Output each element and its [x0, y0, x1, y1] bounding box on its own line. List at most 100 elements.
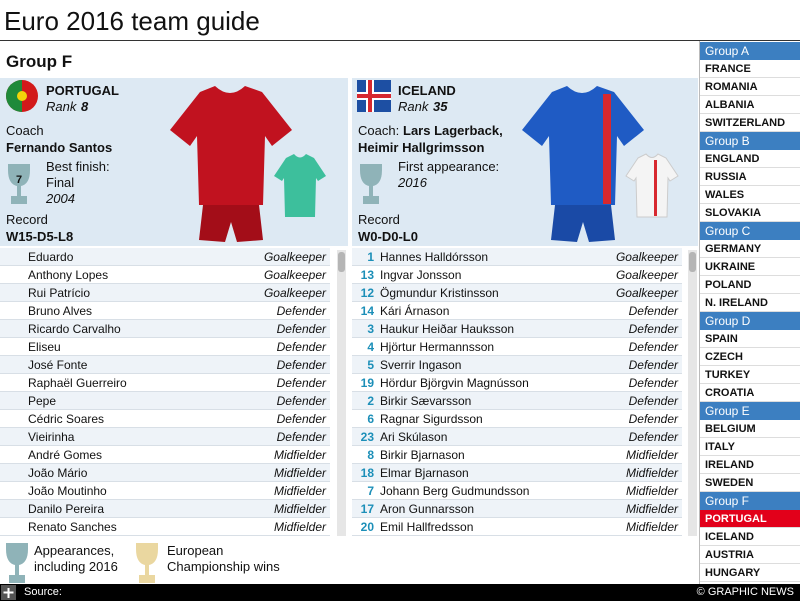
- player-name: Ragnar Sigurdsson: [380, 412, 483, 426]
- group-team[interactable]: ITALY: [700, 438, 800, 456]
- team-name: ICELAND: [398, 83, 456, 98]
- legend-appearances: Appearances, including 2016: [34, 543, 118, 574]
- group-team[interactable]: TURKEY: [700, 366, 800, 384]
- player-row: 14 Kári Árnason Defender: [352, 302, 682, 320]
- player-name: Eduardo: [28, 250, 74, 264]
- group-title: Group F: [6, 52, 73, 71]
- player-row: 12 Ögmundur Kristinsson Goalkeeper: [352, 284, 682, 302]
- group-team[interactable]: WALES: [700, 186, 800, 204]
- group-team[interactable]: GERMANY: [700, 240, 800, 258]
- player-name: João Mário: [28, 466, 88, 480]
- player-name: Anthony Lopes: [28, 268, 109, 282]
- player-name: Renato Sanches: [28, 520, 117, 534]
- coach-label: Coach:: [358, 123, 400, 138]
- player-position: Defender: [628, 430, 678, 444]
- player-row: Vieirinha Defender: [0, 428, 330, 446]
- group-team[interactable]: CROATIA: [700, 384, 800, 402]
- player-number: 12: [360, 286, 374, 300]
- group-team[interactable]: RUSSIA: [700, 168, 800, 186]
- player-position: Defender: [628, 340, 678, 354]
- group-team[interactable]: SPAIN: [700, 330, 800, 348]
- group-team[interactable]: ALBANIA: [700, 96, 800, 114]
- group-team[interactable]: SLOVAKIA: [700, 204, 800, 222]
- group-team[interactable]: FRANCE: [700, 60, 800, 78]
- player-position: Midfielder: [273, 502, 326, 516]
- group-team[interactable]: IRELAND: [700, 456, 800, 474]
- player-row: André Gomes Midfielder: [0, 446, 330, 464]
- player-number: 8: [367, 448, 374, 462]
- player-number: 7: [367, 484, 374, 498]
- player-row: Ricardo Carvalho Defender: [0, 320, 330, 338]
- rank-label: Rank: [398, 99, 429, 114]
- player-name: João Moutinho: [28, 484, 107, 498]
- group-team[interactable]: BELGIUM: [700, 420, 800, 438]
- player-name: Johann Berg Gudmundsson: [380, 484, 530, 498]
- group-team[interactable]: N. IRELAND: [700, 294, 800, 312]
- group-header[interactable]: Group B: [700, 132, 800, 150]
- player-row: 1 Hannes Halldórsson Goalkeeper: [352, 248, 682, 266]
- player-position: Midfielder: [625, 484, 678, 498]
- group-header[interactable]: Group C: [700, 222, 800, 240]
- group-team[interactable]: UKRAINE: [700, 258, 800, 276]
- player-number: 19: [360, 376, 374, 390]
- player-position: Defender: [276, 430, 326, 444]
- player-position: Goalkeeper: [615, 268, 678, 282]
- player-position: Defender: [628, 358, 678, 372]
- team-name: PORTUGAL: [46, 83, 119, 98]
- player-position: Goalkeeper: [263, 286, 326, 300]
- record: W0-D0-L0: [358, 229, 418, 244]
- credit: © GRAPHIC NEWS: [696, 586, 794, 598]
- finish-year: 2004: [46, 191, 75, 206]
- player-name: Ari Skúlason: [380, 430, 448, 444]
- player-name: Ingvar Jonsson: [380, 268, 462, 282]
- appearances: 7: [15, 174, 23, 186]
- player-row: 8 Birkir Bjarnason Midfielder: [352, 446, 682, 464]
- group-team[interactable]: ENGLAND: [700, 150, 800, 168]
- player-name: Hannes Halldórsson: [380, 250, 489, 264]
- player-position: Defender: [628, 394, 678, 408]
- player-row: Danilo Pereira Midfielder: [0, 500, 330, 518]
- group-team[interactable]: CZECH: [700, 348, 800, 366]
- player-position: Goalkeeper: [615, 250, 678, 264]
- title: Euro 2016 team guide: [4, 6, 260, 36]
- player-name: Aron Gunnarsson: [380, 502, 475, 516]
- player-name: Eliseu: [28, 340, 61, 354]
- player-number: 6: [367, 412, 374, 426]
- group-team[interactable]: ROMANIA: [700, 78, 800, 96]
- player-number: 20: [360, 520, 374, 534]
- group-team[interactable]: AUSTRIA: [700, 546, 800, 564]
- group-header[interactable]: Group D: [700, 312, 800, 330]
- player-row: Raphaël Guerreiro Defender: [0, 374, 330, 392]
- player-number: 5: [367, 358, 374, 372]
- rank: 35: [433, 99, 448, 114]
- player-name: Kári Árnason: [380, 304, 450, 318]
- group-team[interactable]: PORTUGAL: [700, 510, 800, 528]
- group-header[interactable]: Group E: [700, 402, 800, 420]
- group-team[interactable]: POLAND: [700, 276, 800, 294]
- player-name: Hördur Björgvin Magnússon: [380, 376, 529, 390]
- player-name: José Fonte: [28, 358, 88, 372]
- group-team[interactable]: ICELAND: [700, 528, 800, 546]
- group-team[interactable]: SWEDEN: [700, 474, 800, 492]
- player-name: Vieirinha: [28, 430, 75, 444]
- group-team[interactable]: HUNGARY: [700, 564, 800, 582]
- player-row: 7 Johann Berg Gudmundsson Midfielder: [352, 482, 682, 500]
- player-number: 18: [360, 466, 374, 480]
- group-header[interactable]: Group F: [700, 492, 800, 510]
- player-row: 17 Aron Gunnarsson Midfielder: [352, 500, 682, 518]
- group-header[interactable]: Group A: [700, 42, 800, 60]
- player-row: João Mário Midfielder: [0, 464, 330, 482]
- player-row: 13 Ingvar Jonsson Goalkeeper: [352, 266, 682, 284]
- player-number: 2: [367, 394, 374, 408]
- player-position: Goalkeeper: [615, 286, 678, 300]
- player-row: João Moutinho Midfielder: [0, 482, 330, 500]
- player-row: 6 Ragnar Sigurdsson Defender: [352, 410, 682, 428]
- legend-wins: European Championship wins: [167, 543, 280, 574]
- player-name: Ricardo Carvalho: [28, 322, 121, 336]
- group-team[interactable]: SWITZERLAND: [700, 114, 800, 132]
- player-name: André Gomes: [28, 448, 103, 462]
- player-row: Renato Sanches Midfielder: [0, 518, 330, 536]
- coach-name: Fernando Santos: [6, 140, 113, 155]
